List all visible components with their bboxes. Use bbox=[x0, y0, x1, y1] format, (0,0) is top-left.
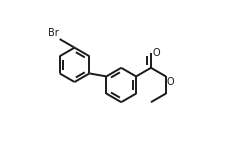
Text: Br: Br bbox=[48, 28, 58, 38]
Text: O: O bbox=[152, 48, 160, 58]
Text: O: O bbox=[167, 77, 174, 87]
